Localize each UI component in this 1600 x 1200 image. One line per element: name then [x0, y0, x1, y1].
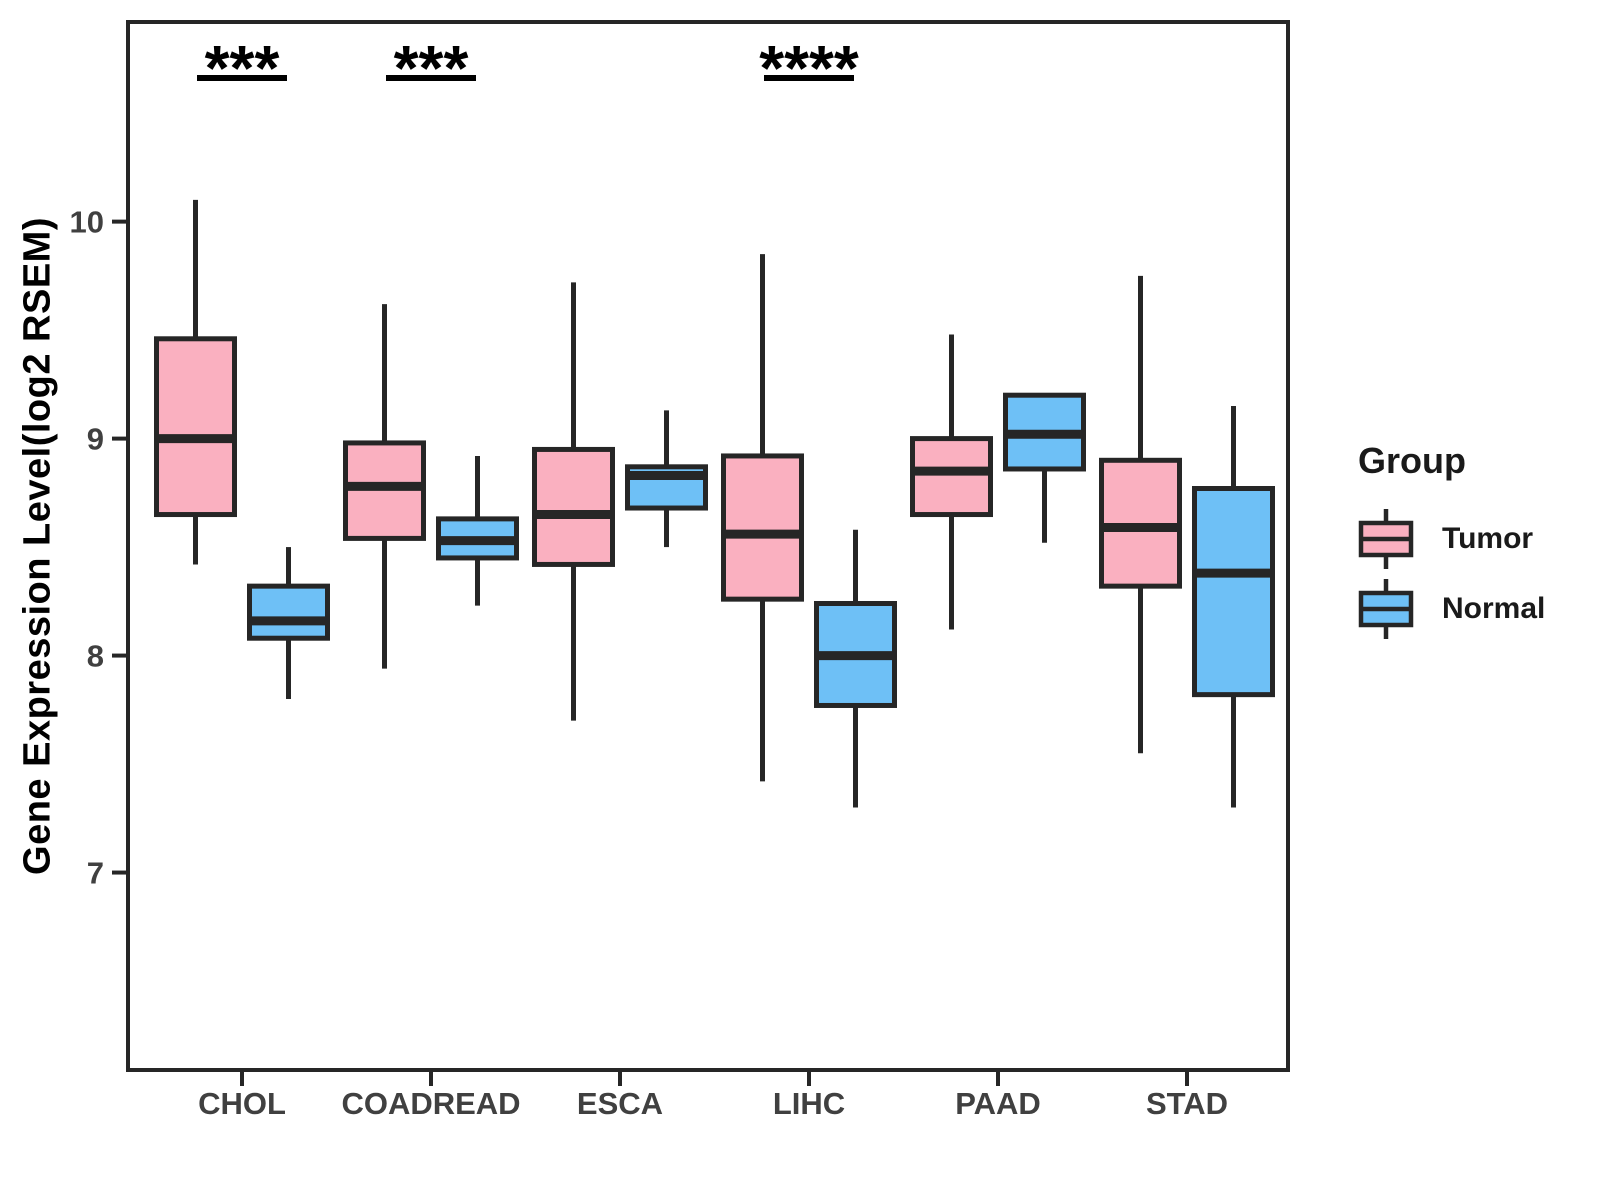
- box-CHOL-normal: [247, 583, 330, 641]
- legend-label-tumor: Tumor: [1442, 522, 1534, 555]
- y-tick-label-9: 9: [87, 422, 104, 457]
- y-tick-label-8: 8: [87, 639, 104, 674]
- x-tick-label-COADREAD: COADREAD: [341, 1086, 520, 1121]
- x-tick-label-STAD: STAD: [1146, 1086, 1228, 1121]
- tumor-boxplot-key-icon: [1358, 509, 1414, 569]
- sig-stars-CHOL: ***: [205, 32, 280, 104]
- panel-border: [126, 20, 1290, 1072]
- legend-title: Group: [1358, 440, 1466, 481]
- box-ESCA-tumor: [532, 446, 615, 567]
- sig-stars-LIHC: ****: [759, 32, 859, 104]
- legend-item-normal: Normal: [1358, 576, 1545, 642]
- legend: Group Tumor Normal: [1358, 440, 1545, 646]
- y-tick-label-7: 7: [87, 856, 104, 891]
- x-tick-label-PAAD: PAAD: [955, 1086, 1041, 1121]
- box-STAD-normal: [1192, 486, 1275, 698]
- x-tick-label-CHOL: CHOL: [198, 1086, 286, 1121]
- box-LIHC-tumor: [721, 453, 804, 602]
- sig-bar-LIHC: [764, 75, 854, 81]
- box-CHOL-tumor: [154, 336, 237, 518]
- x-tick-label-ESCA: ESCA: [577, 1086, 663, 1121]
- normal-boxplot-key-icon: [1358, 579, 1414, 639]
- y-axis-title: Gene Expression Level(log2 RSEM): [16, 217, 59, 875]
- sig-bar-CHOL: [197, 75, 287, 81]
- sig-bar-COADREAD: [386, 75, 476, 81]
- box-PAAD-tumor: [910, 436, 993, 518]
- legend-item-tumor: Tumor: [1358, 506, 1545, 572]
- y-tick-label-10: 10: [70, 205, 104, 240]
- legend-label-normal: Normal: [1442, 592, 1546, 625]
- x-tick-label-LIHC: LIHC: [773, 1086, 845, 1121]
- sig-stars-COADREAD: ***: [394, 32, 469, 104]
